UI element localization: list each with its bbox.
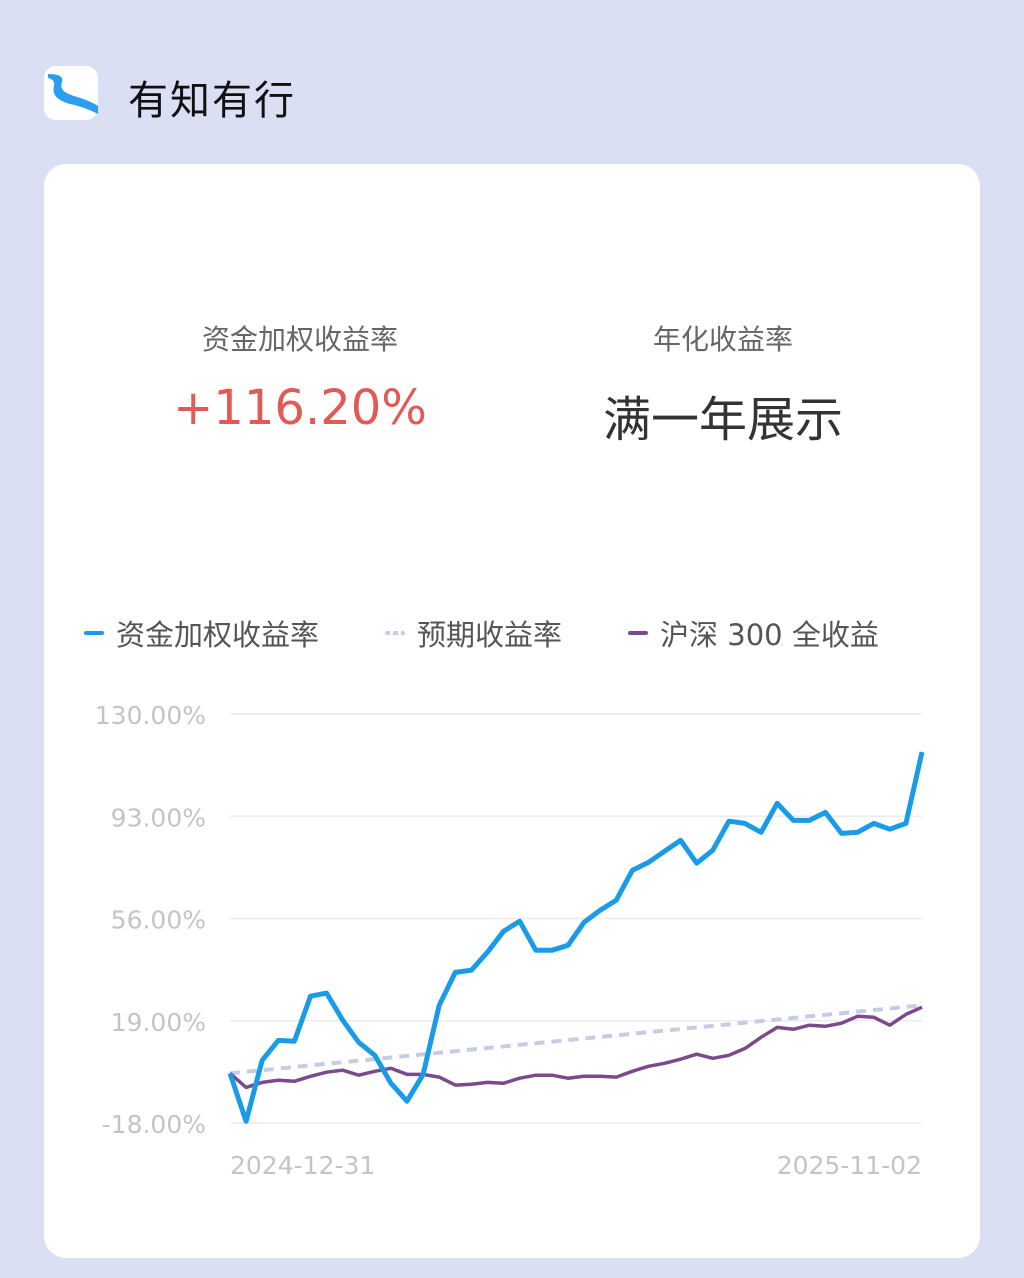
legend-label: 资金加权收益率	[116, 618, 320, 652]
weighted-return-stat: 资金加权收益率 +116.20%	[100, 318, 500, 436]
y-tick-label: -18.00%	[102, 1110, 206, 1139]
chart-legend: 资金加权收益率 预期收益率 沪深 300 全收益	[84, 612, 945, 654]
stat-label: 资金加权收益率	[201, 323, 398, 356]
stat-value: +116.20%	[173, 380, 427, 436]
legend-label: 沪深 300 全收益	[660, 618, 879, 652]
y-tick-label: 93.00%	[111, 803, 206, 832]
series-line-1	[229, 1003, 923, 1076]
legend-item-expected[interactable]: 预期收益率	[385, 612, 562, 654]
series-line-0	[227, 751, 925, 1124]
app-title: 有知有行	[128, 78, 296, 124]
stat-label: 年化收益率	[652, 323, 793, 356]
legend-swatch	[84, 631, 104, 635]
x-tick-label: 2025-11-02	[777, 1151, 922, 1180]
legend-label: 预期收益率	[417, 618, 563, 652]
legend-swatch	[385, 631, 406, 635]
legend-item-csi300[interactable]: 沪深 300 全收益	[628, 612, 879, 654]
series-line-2	[228, 1005, 923, 1090]
app-logo	[44, 66, 98, 120]
stat-value: 满一年展示	[602, 392, 843, 448]
legend-item-weighted[interactable]: 资金加权收益率	[84, 612, 319, 654]
x-tick-label: 2024-12-31	[230, 1151, 375, 1180]
y-tick-label: 19.00%	[111, 1008, 206, 1037]
annualized-return-stat: 年化收益率 满一年展示	[523, 318, 923, 450]
river-logo-icon	[48, 74, 98, 114]
y-tick-label: 56.00%	[111, 906, 206, 935]
legend-swatch	[628, 631, 649, 635]
y-tick-label: 130.00%	[95, 701, 206, 730]
performance-card	[44, 164, 980, 1258]
